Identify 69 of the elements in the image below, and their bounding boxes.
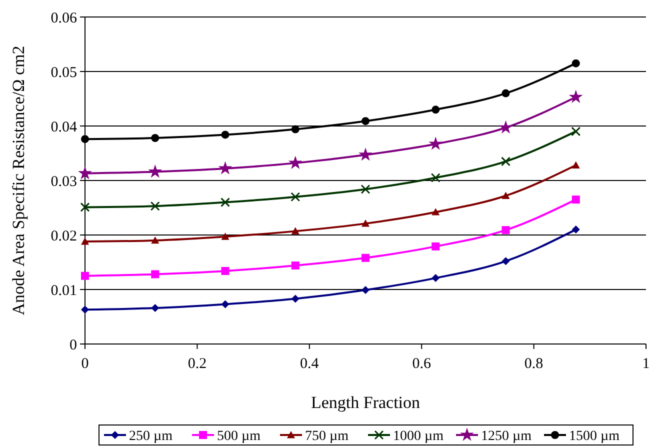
x-tick-label: 0.4	[300, 356, 320, 372]
point	[572, 59, 580, 68]
point	[432, 208, 440, 216]
point	[362, 254, 370, 262]
point	[221, 300, 230, 308]
point	[151, 270, 160, 278]
point	[432, 106, 440, 114]
point	[498, 120, 513, 134]
point	[362, 220, 370, 227]
point	[148, 164, 162, 178]
point	[151, 134, 160, 142]
point	[432, 242, 440, 250]
point	[571, 126, 581, 136]
point	[221, 232, 230, 240]
point	[221, 130, 230, 139]
legend-label: 250 µm	[129, 429, 173, 444]
point	[290, 192, 300, 202]
y-tick-label: 0	[70, 337, 77, 354]
y-tick-label: 0.05	[50, 64, 77, 81]
point	[432, 274, 440, 282]
point	[568, 90, 583, 104]
legend-label: 750 µm	[305, 429, 349, 444]
point	[220, 198, 230, 208]
x-tick-label: 0.2	[188, 356, 207, 372]
point	[502, 257, 510, 266]
legend-label: 500 µm	[217, 429, 261, 444]
x-tick-label: 1	[642, 356, 650, 372]
x-tick-label: 0.6	[412, 356, 432, 372]
point	[428, 136, 443, 150]
point	[81, 306, 89, 314]
point	[291, 294, 300, 303]
point	[291, 262, 300, 270]
point	[150, 201, 160, 211]
point	[81, 135, 89, 144]
point	[501, 156, 510, 166]
point	[288, 156, 302, 169]
y-tick-label: 0.04	[50, 119, 78, 136]
y-axis-title: Anode Area Specific Resistance/Ω cm2	[9, 46, 28, 316]
y-tick-label: 0.02	[50, 228, 77, 244]
point	[78, 166, 92, 180]
legend-label: 1250 µm	[481, 429, 532, 444]
y-tick-label: 0.01	[50, 282, 77, 299]
point	[362, 286, 370, 294]
point	[572, 196, 580, 204]
point	[572, 161, 580, 168]
point	[218, 161, 232, 174]
point	[81, 272, 89, 280]
point	[572, 226, 580, 234]
x-tick-label: 0	[81, 356, 89, 372]
point	[502, 192, 510, 199]
point	[81, 238, 89, 245]
x-axis-title: Length Fraction	[310, 393, 421, 412]
point	[291, 125, 300, 134]
point	[362, 117, 370, 126]
point	[430, 173, 440, 183]
legend-label: 1000 µm	[393, 429, 444, 444]
point	[358, 148, 372, 161]
point	[221, 266, 230, 275]
x-tick-label: 0.8	[524, 356, 544, 372]
point	[151, 304, 160, 312]
point	[151, 236, 160, 244]
point	[80, 202, 90, 212]
y-tick-label: 0.03	[50, 174, 77, 190]
y-tick-label: 0.06	[50, 10, 78, 26]
point	[502, 226, 510, 234]
legend-label: 1500 µm	[569, 429, 620, 444]
point	[291, 227, 300, 234]
point	[360, 184, 370, 194]
point	[502, 89, 510, 98]
